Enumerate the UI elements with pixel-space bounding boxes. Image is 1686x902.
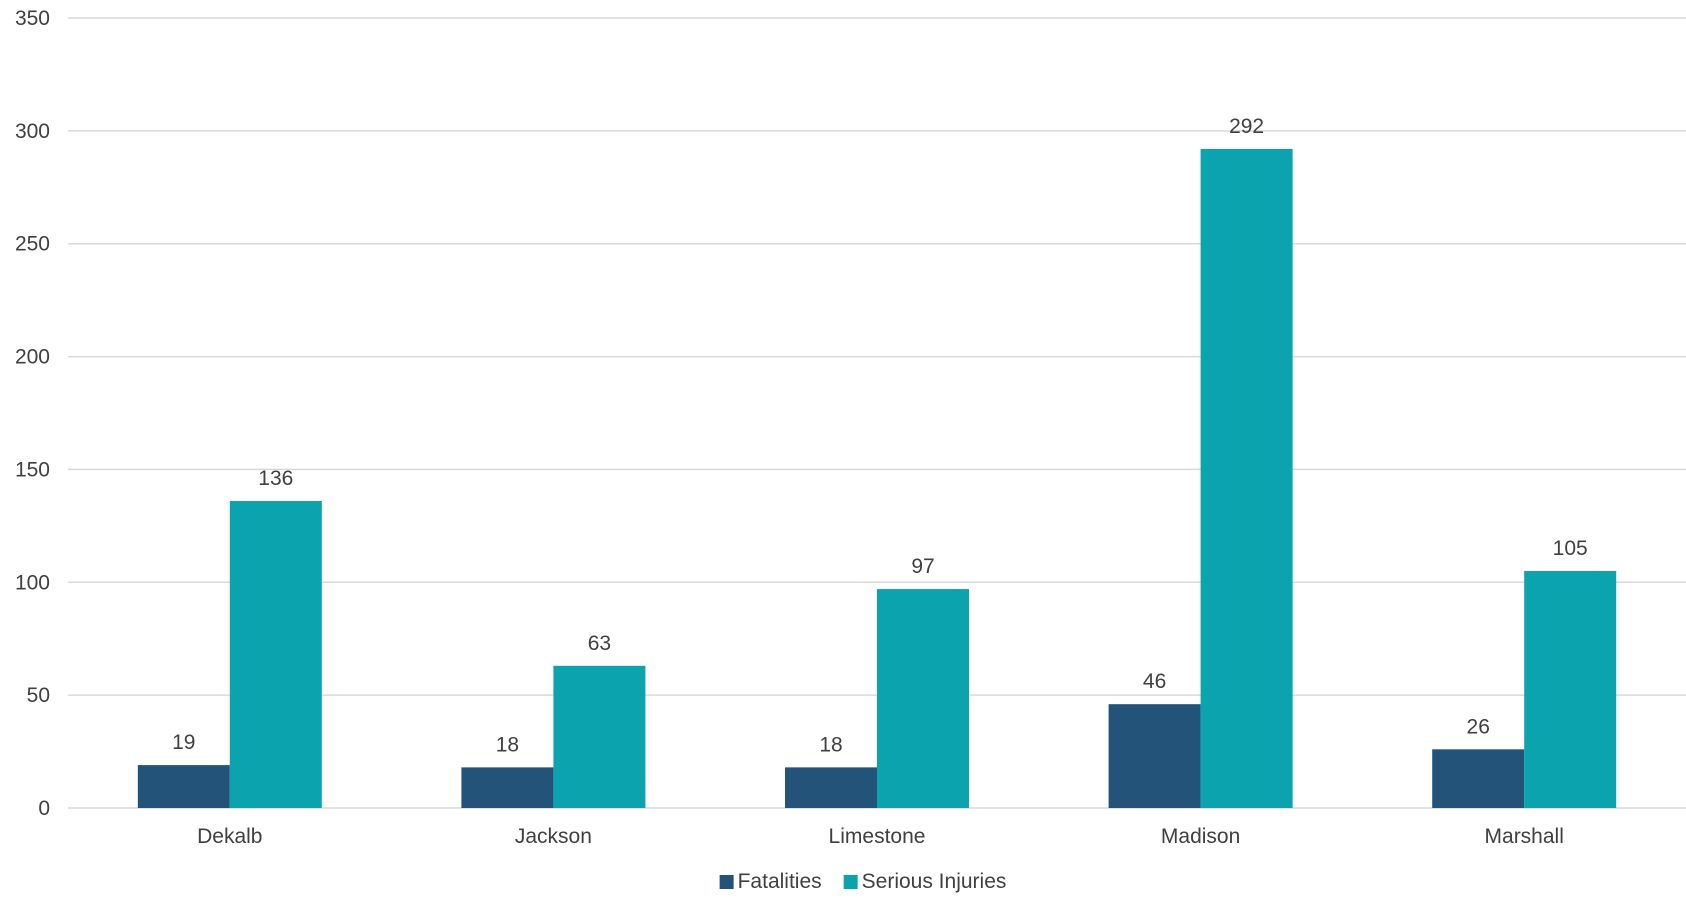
bar-serious-injuries-jackson bbox=[553, 665, 646, 808]
data-label: 18 bbox=[496, 733, 519, 756]
legend-label: Serious Injuries bbox=[862, 870, 1007, 893]
y-tick-label: 150 bbox=[15, 458, 50, 481]
gridlines bbox=[68, 17, 1686, 809]
y-tick-label: 100 bbox=[15, 571, 50, 594]
legend-swatch bbox=[719, 875, 734, 889]
bar-serious-injuries-limestone bbox=[877, 589, 969, 808]
data-label: 46 bbox=[1143, 670, 1166, 693]
category-labels: Dekalb Jackson Limestone Madison Marshall bbox=[197, 825, 1564, 848]
bar-fatalities-jackson bbox=[461, 767, 554, 808]
data-label: 97 bbox=[911, 555, 934, 578]
category-label: Marshall bbox=[1485, 825, 1564, 848]
data-label: 18 bbox=[819, 733, 842, 756]
y-tick-label: 250 bbox=[15, 233, 50, 256]
y-tick-label: 0 bbox=[38, 797, 50, 820]
data-label: 292 bbox=[1229, 115, 1264, 138]
category-label: Jackson bbox=[515, 825, 592, 848]
bar-serious-injuries-madison bbox=[1200, 148, 1293, 808]
data-label: 136 bbox=[258, 467, 293, 490]
bar-serious-injuries-marshall bbox=[1524, 571, 1617, 808]
legend-label: Fatalities bbox=[738, 870, 822, 893]
category-label: Dekalb bbox=[197, 825, 262, 848]
y-tick-label: 50 bbox=[27, 684, 50, 707]
bar-fatalities-dekalb bbox=[137, 765, 230, 808]
data-label: 19 bbox=[172, 731, 195, 754]
bar-fatalities-madison bbox=[1108, 704, 1201, 808]
legend-item: Serious Injuries bbox=[843, 870, 1007, 893]
bar-fatalities-limestone bbox=[785, 767, 877, 808]
legend-swatch bbox=[843, 875, 858, 889]
bars bbox=[137, 148, 1617, 808]
bar-serious-injuries-dekalb bbox=[229, 501, 322, 808]
y-tick-label: 300 bbox=[15, 120, 50, 143]
y-tick-label: 200 bbox=[15, 346, 50, 369]
category-label: Limestone bbox=[829, 825, 926, 848]
legend-item: Fatalities bbox=[719, 870, 822, 893]
data-label: 105 bbox=[1553, 537, 1588, 560]
category-label: Madison bbox=[1161, 825, 1240, 848]
data-label: 63 bbox=[588, 632, 611, 655]
y-axis-ticks: 0 50 100 150 200 250 300 350 bbox=[15, 7, 50, 820]
y-tick-label: 350 bbox=[15, 7, 50, 30]
legend: Fatalities Serious Injuries bbox=[719, 870, 1007, 893]
data-label: 26 bbox=[1467, 715, 1490, 738]
bar-fatalities-marshall bbox=[1432, 749, 1525, 808]
data-labels: 19 136 18 63 18 97 46 292 26 105 bbox=[172, 115, 1588, 756]
